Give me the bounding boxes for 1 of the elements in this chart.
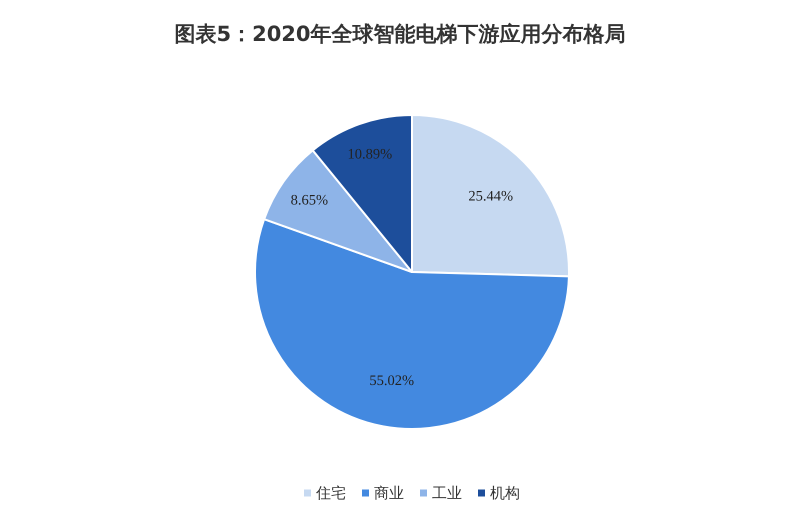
title: 图表5：2020年全球智能电梯下游应用分布格局 bbox=[174, 22, 626, 46]
